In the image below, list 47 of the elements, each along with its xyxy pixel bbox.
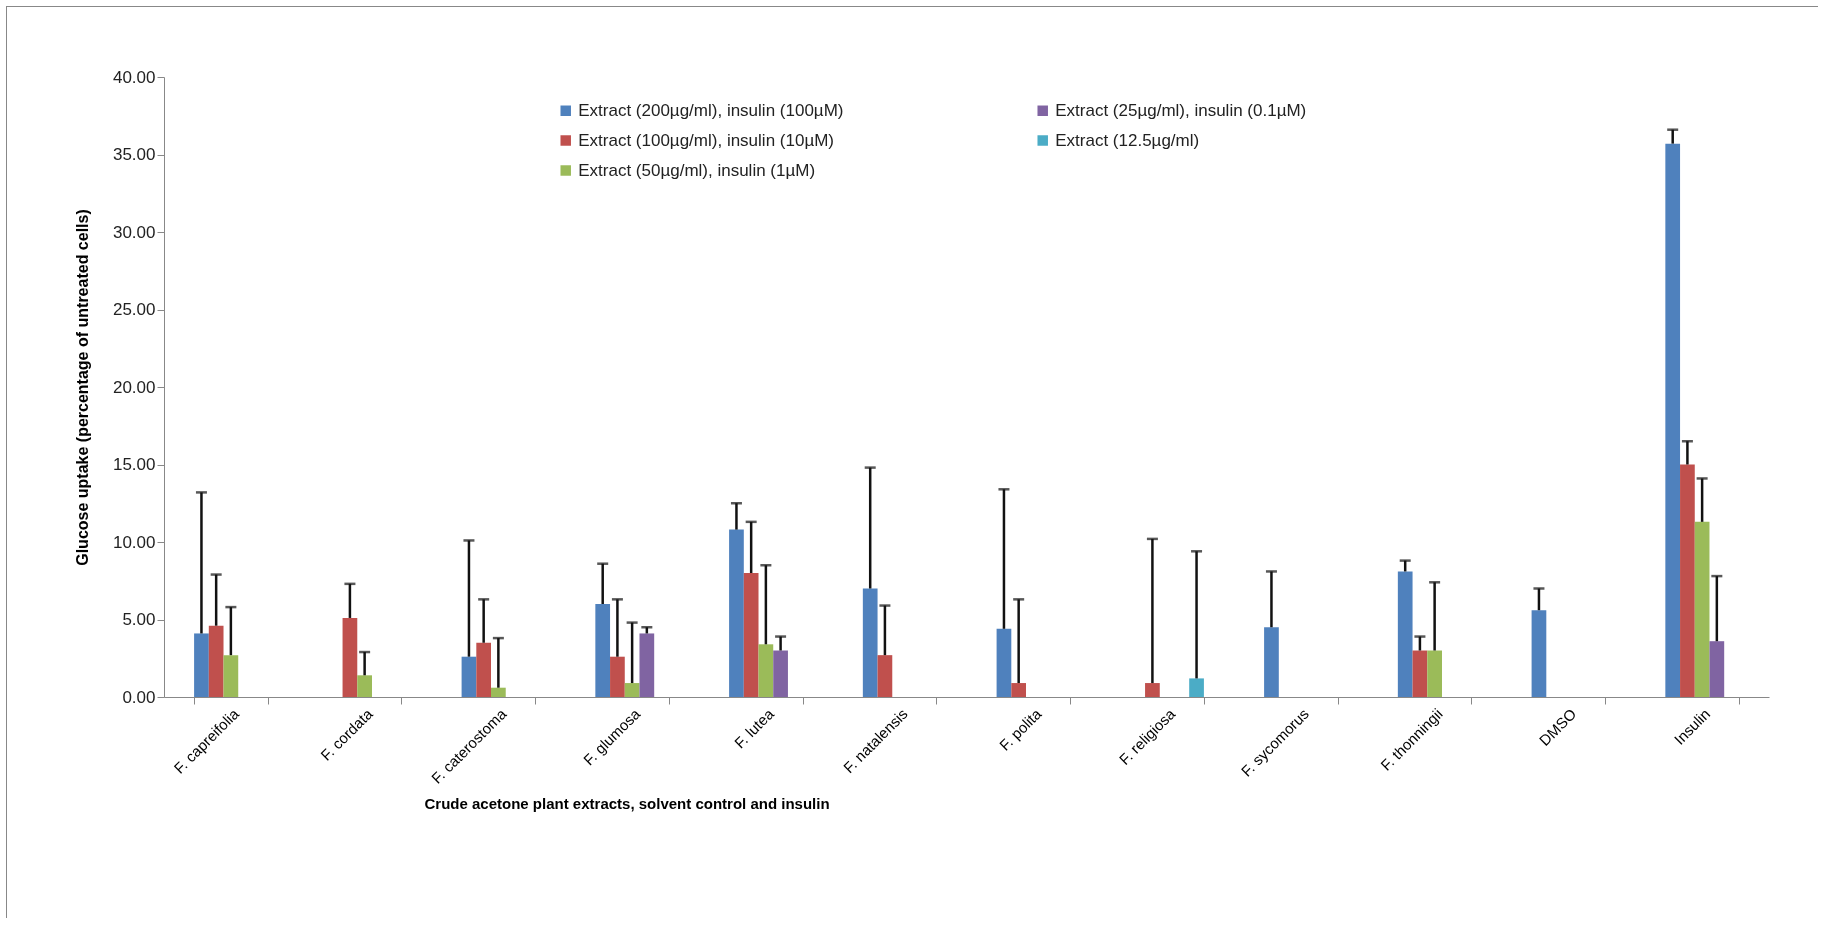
y-tick-label: 15.00 <box>112 455 156 474</box>
bar <box>877 655 893 697</box>
bar <box>996 628 1012 697</box>
y-tick-label: 0.00 <box>122 687 156 707</box>
bar <box>461 656 477 697</box>
y-tick-label: 20.00 <box>112 377 156 397</box>
y-tick-label: 35.00 <box>112 145 156 164</box>
y-axis-title: Glucose uptake (percentage of untreated cells) <box>73 209 91 566</box>
y-tick-label: 30.00 <box>112 222 156 242</box>
bar <box>1427 650 1442 697</box>
bar <box>1189 678 1204 697</box>
legend-label: Extract (50µg/ml), insulin (1µM) <box>578 160 816 180</box>
bar <box>773 650 788 697</box>
bar <box>758 644 774 697</box>
bar <box>743 573 759 697</box>
bar <box>1531 610 1547 697</box>
bar <box>729 529 744 697</box>
legend-label: Extract (200µg/ml), insulin (100µM) <box>578 100 844 120</box>
bar <box>1680 464 1695 697</box>
legend-label: Extract (12.5µg/ml) <box>1055 130 1200 150</box>
bar <box>1694 521 1710 697</box>
bar <box>624 683 640 697</box>
bar <box>1011 683 1027 697</box>
bar <box>639 633 655 697</box>
bar <box>1145 683 1160 697</box>
bar <box>491 687 506 697</box>
y-tick-label: 10.00 <box>112 532 156 552</box>
bar <box>1397 571 1413 697</box>
bar <box>194 633 209 697</box>
bar <box>208 625 224 697</box>
bar <box>1412 650 1428 697</box>
bar <box>223 655 239 697</box>
bar <box>1264 627 1279 697</box>
bar <box>595 604 611 697</box>
y-tick-label: 25.00 <box>112 300 156 319</box>
bar <box>1665 143 1681 697</box>
bar <box>342 617 358 697</box>
x-axis-title: Crude acetone plant extracts, solvent control and insulin <box>424 794 830 812</box>
bar <box>357 675 372 697</box>
bar <box>610 656 625 697</box>
y-tick-label: 40.00 <box>112 67 156 87</box>
bar <box>1709 641 1725 697</box>
legend-label: Extract (100µg/ml), insulin (10µM) <box>578 130 835 150</box>
y-tick-label: 5.00 <box>122 610 156 629</box>
bar <box>476 642 492 697</box>
bar <box>862 588 878 697</box>
legend-label: Extract (25µg/ml), insulin (0.1µM) <box>1055 100 1307 120</box>
